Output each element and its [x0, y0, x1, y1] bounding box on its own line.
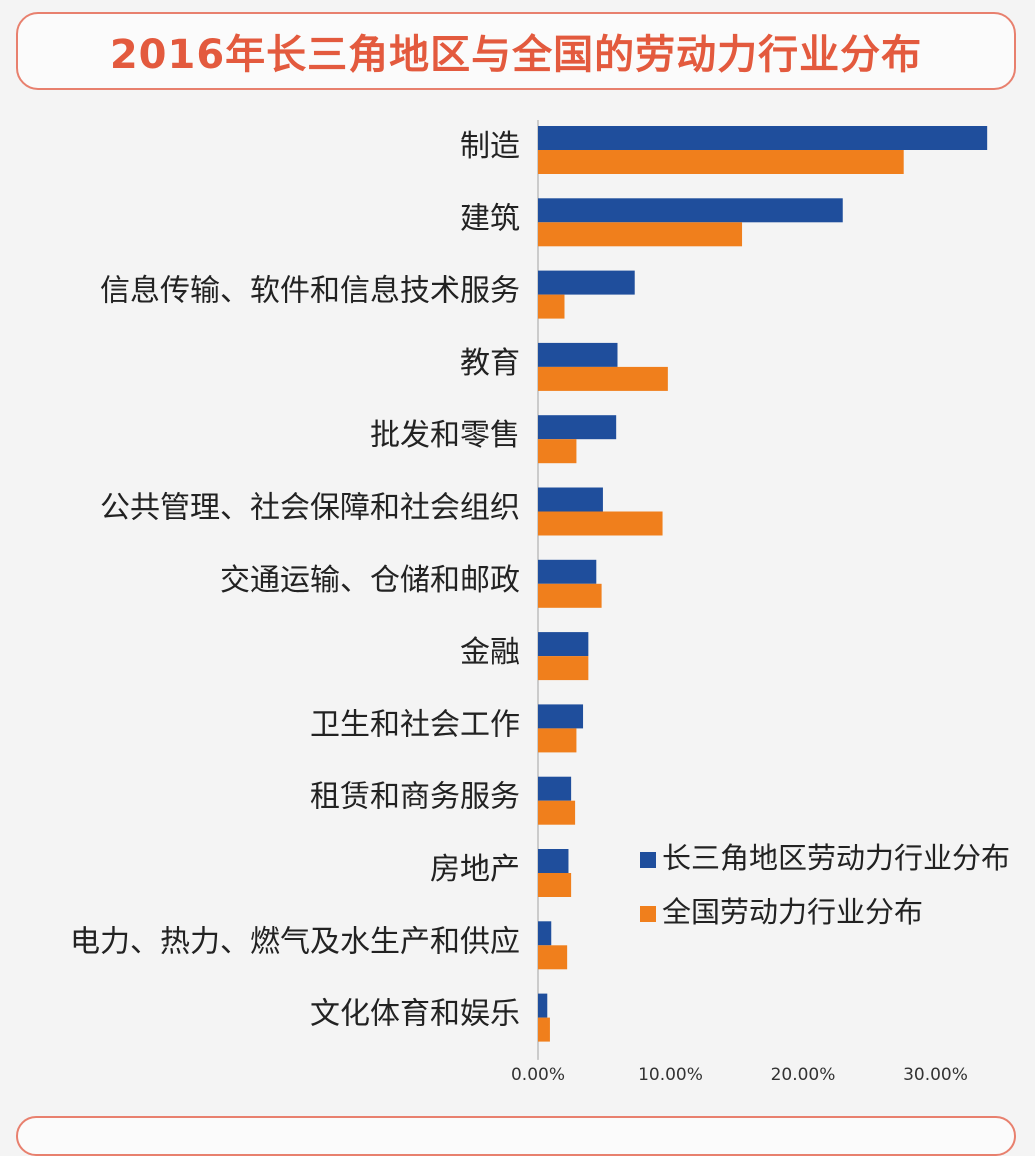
bar-yrd-9 — [538, 776, 572, 801]
bar-chart: 制造建筑信息传输、软件和信息技术服务教育批发和零售公共管理、社会保障和社会组织交… — [70, 120, 1010, 1085]
bottom-caption-box — [16, 1116, 1016, 1156]
bar-national-1 — [538, 222, 743, 247]
category-label: 电力、热力、燃气及水生产和供应 — [70, 924, 520, 959]
legend-label: 长三角地区劳动力行业分布 — [662, 841, 1010, 875]
bar-national-7 — [538, 656, 589, 681]
chart-title-box: 2016年长三角地区与全国的劳动力行业分布 — [16, 12, 1016, 90]
bar-yrd-3 — [538, 342, 618, 367]
bar-yrd-2 — [538, 270, 635, 295]
x-tick-label: 10.00% — [638, 1065, 703, 1085]
x-tick-label: 30.00% — [903, 1065, 968, 1085]
bar-yrd-8 — [538, 704, 584, 729]
bar-national-10 — [538, 873, 572, 897]
category-label: 信息传输、软件和信息技术服务 — [100, 274, 520, 309]
category-label: 金融 — [460, 635, 520, 670]
category-label: 制造 — [460, 129, 520, 164]
bar-yrd-11 — [538, 921, 552, 946]
bar-national-9 — [538, 800, 576, 825]
bar-yrd-10 — [538, 849, 569, 873]
bar-national-8 — [538, 728, 577, 753]
category-label: 房地产 — [430, 852, 520, 887]
category-label: 交通运输、仓储和邮政 — [220, 563, 520, 598]
bar-yrd-7 — [538, 632, 589, 657]
category-label: 批发和零售 — [370, 418, 520, 453]
bar-national-0 — [538, 150, 904, 174]
bar-yrd-1 — [538, 198, 843, 223]
bar-national-11 — [538, 945, 568, 970]
bar-yrd-12 — [538, 993, 548, 1018]
chart-title: 2016年长三角地区与全国的劳动力行业分布 — [109, 32, 923, 78]
category-label: 租赁和商务服务 — [310, 780, 520, 815]
category-label: 卫生和社会工作 — [310, 707, 520, 742]
category-label: 教育 — [460, 346, 520, 381]
x-tick-label: 20.00% — [771, 1065, 836, 1085]
legend-swatch — [640, 906, 656, 922]
bar-national-12 — [538, 1017, 550, 1042]
legend-label: 全国劳动力行业分布 — [662, 895, 923, 929]
bar-national-3 — [538, 366, 668, 391]
bar-national-2 — [538, 294, 565, 319]
category-label: 建筑 — [460, 201, 520, 236]
x-tick-label: 0.00% — [511, 1065, 565, 1085]
bar-yrd-6 — [538, 559, 597, 584]
category-label: 公共管理、社会保障和社会组织 — [100, 491, 520, 526]
bar-yrd-0 — [538, 126, 988, 150]
category-label: 文化体育和娱乐 — [310, 997, 520, 1032]
bar-national-5 — [538, 511, 663, 536]
bar-national-4 — [538, 439, 577, 464]
bar-yrd-4 — [538, 415, 617, 440]
bar-yrd-5 — [538, 487, 603, 512]
legend-swatch — [640, 852, 656, 868]
bar-national-6 — [538, 583, 602, 608]
